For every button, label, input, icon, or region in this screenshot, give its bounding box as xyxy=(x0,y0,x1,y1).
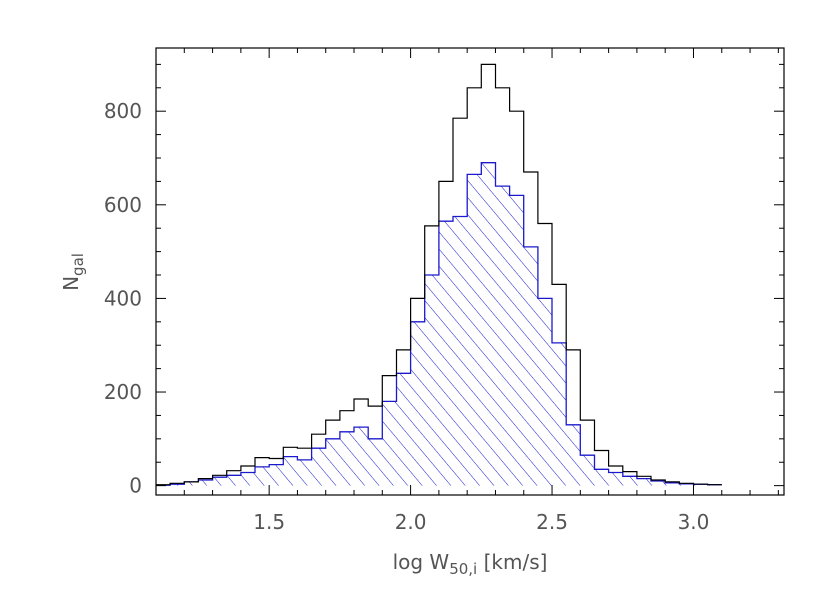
tick-labels: 1.5 2.0 2.5 3.0 0 200 400 600 800 xyxy=(104,99,710,534)
x-tick-label: 2.5 xyxy=(536,510,568,534)
x-tick-label: 2.0 xyxy=(395,510,427,534)
y-axis-title: Ngal xyxy=(59,253,87,291)
y-tick-label: 800 xyxy=(104,99,142,123)
y-tick-label: 400 xyxy=(104,286,142,310)
y-tick-label: 600 xyxy=(104,193,142,217)
y-axis-title-subscript: gal xyxy=(69,253,87,276)
outline-series-line xyxy=(156,63,722,486)
y-tick-label: 0 xyxy=(129,474,142,498)
series-layer xyxy=(156,63,722,486)
x-tick-label: 3.0 xyxy=(678,510,710,534)
y-tick-label: 200 xyxy=(104,380,142,404)
x-axis-title: log W50,i [km/s] xyxy=(393,550,548,578)
hatched-series-outline xyxy=(156,162,722,486)
x-axis-title-subscript: 50,i xyxy=(449,560,477,578)
hatched-series-fill xyxy=(156,162,722,486)
x-tick-label: 1.5 xyxy=(253,510,285,534)
plot-frame xyxy=(155,47,785,496)
